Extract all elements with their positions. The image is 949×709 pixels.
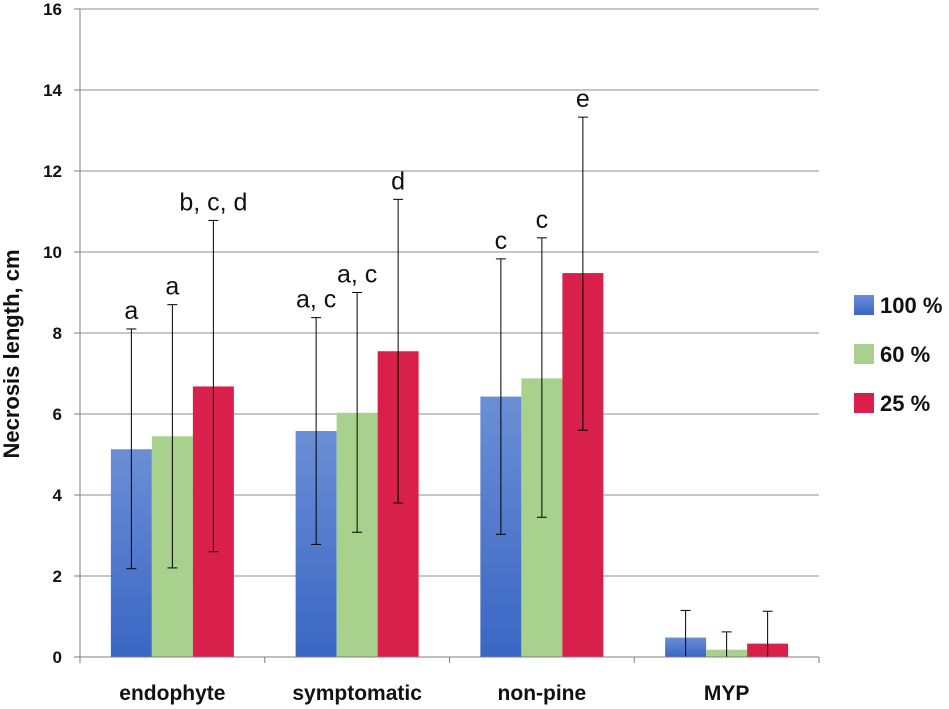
significance-label: a	[124, 297, 138, 325]
legend-swatch	[854, 295, 874, 315]
y-tick-label: 8	[53, 324, 62, 343]
y-tick-label: 4	[53, 486, 63, 505]
y-tick-label: 16	[43, 0, 62, 19]
bars	[110, 273, 789, 657]
y-tick-label: 6	[53, 405, 62, 424]
category-label: endophyte	[119, 682, 225, 705]
legend-swatch	[854, 344, 874, 364]
significance-label: c	[495, 227, 508, 255]
category-label: non-pine	[498, 682, 587, 705]
y-tick-label: 14	[43, 81, 62, 100]
significance-label: e	[576, 85, 590, 113]
significance-label: a, c	[296, 286, 336, 314]
legend-label: 100 %	[880, 293, 942, 318]
category-label: symptomatic	[292, 682, 422, 705]
x-axis-labels: endophyte symptomatic non-pine MYP	[119, 682, 749, 705]
y-axis-ticks: 0 2 4 6 8 10 12 14 16	[43, 0, 80, 667]
y-tick-label: 2	[53, 567, 62, 586]
significance-labels: aa b, c, d a, ca, c d cc e	[124, 85, 589, 325]
legend: 100 % 60 % 25 %	[854, 293, 942, 416]
significance-label: b, c, d	[179, 188, 247, 216]
y-tick-label: 10	[43, 243, 62, 262]
significance-label: d	[391, 167, 405, 195]
y-axis-label: Necrosis length, cm	[0, 249, 24, 458]
legend-swatch	[854, 393, 874, 413]
legend-label: 60 %	[880, 342, 930, 367]
significance-label: c	[536, 206, 549, 234]
significance-label: a	[165, 273, 179, 301]
y-tick-label: 0	[53, 648, 62, 667]
significance-label: a, c	[337, 261, 377, 289]
legend-label: 25 %	[880, 391, 930, 416]
y-tick-label: 12	[43, 162, 62, 181]
category-label: MYP	[704, 682, 750, 705]
